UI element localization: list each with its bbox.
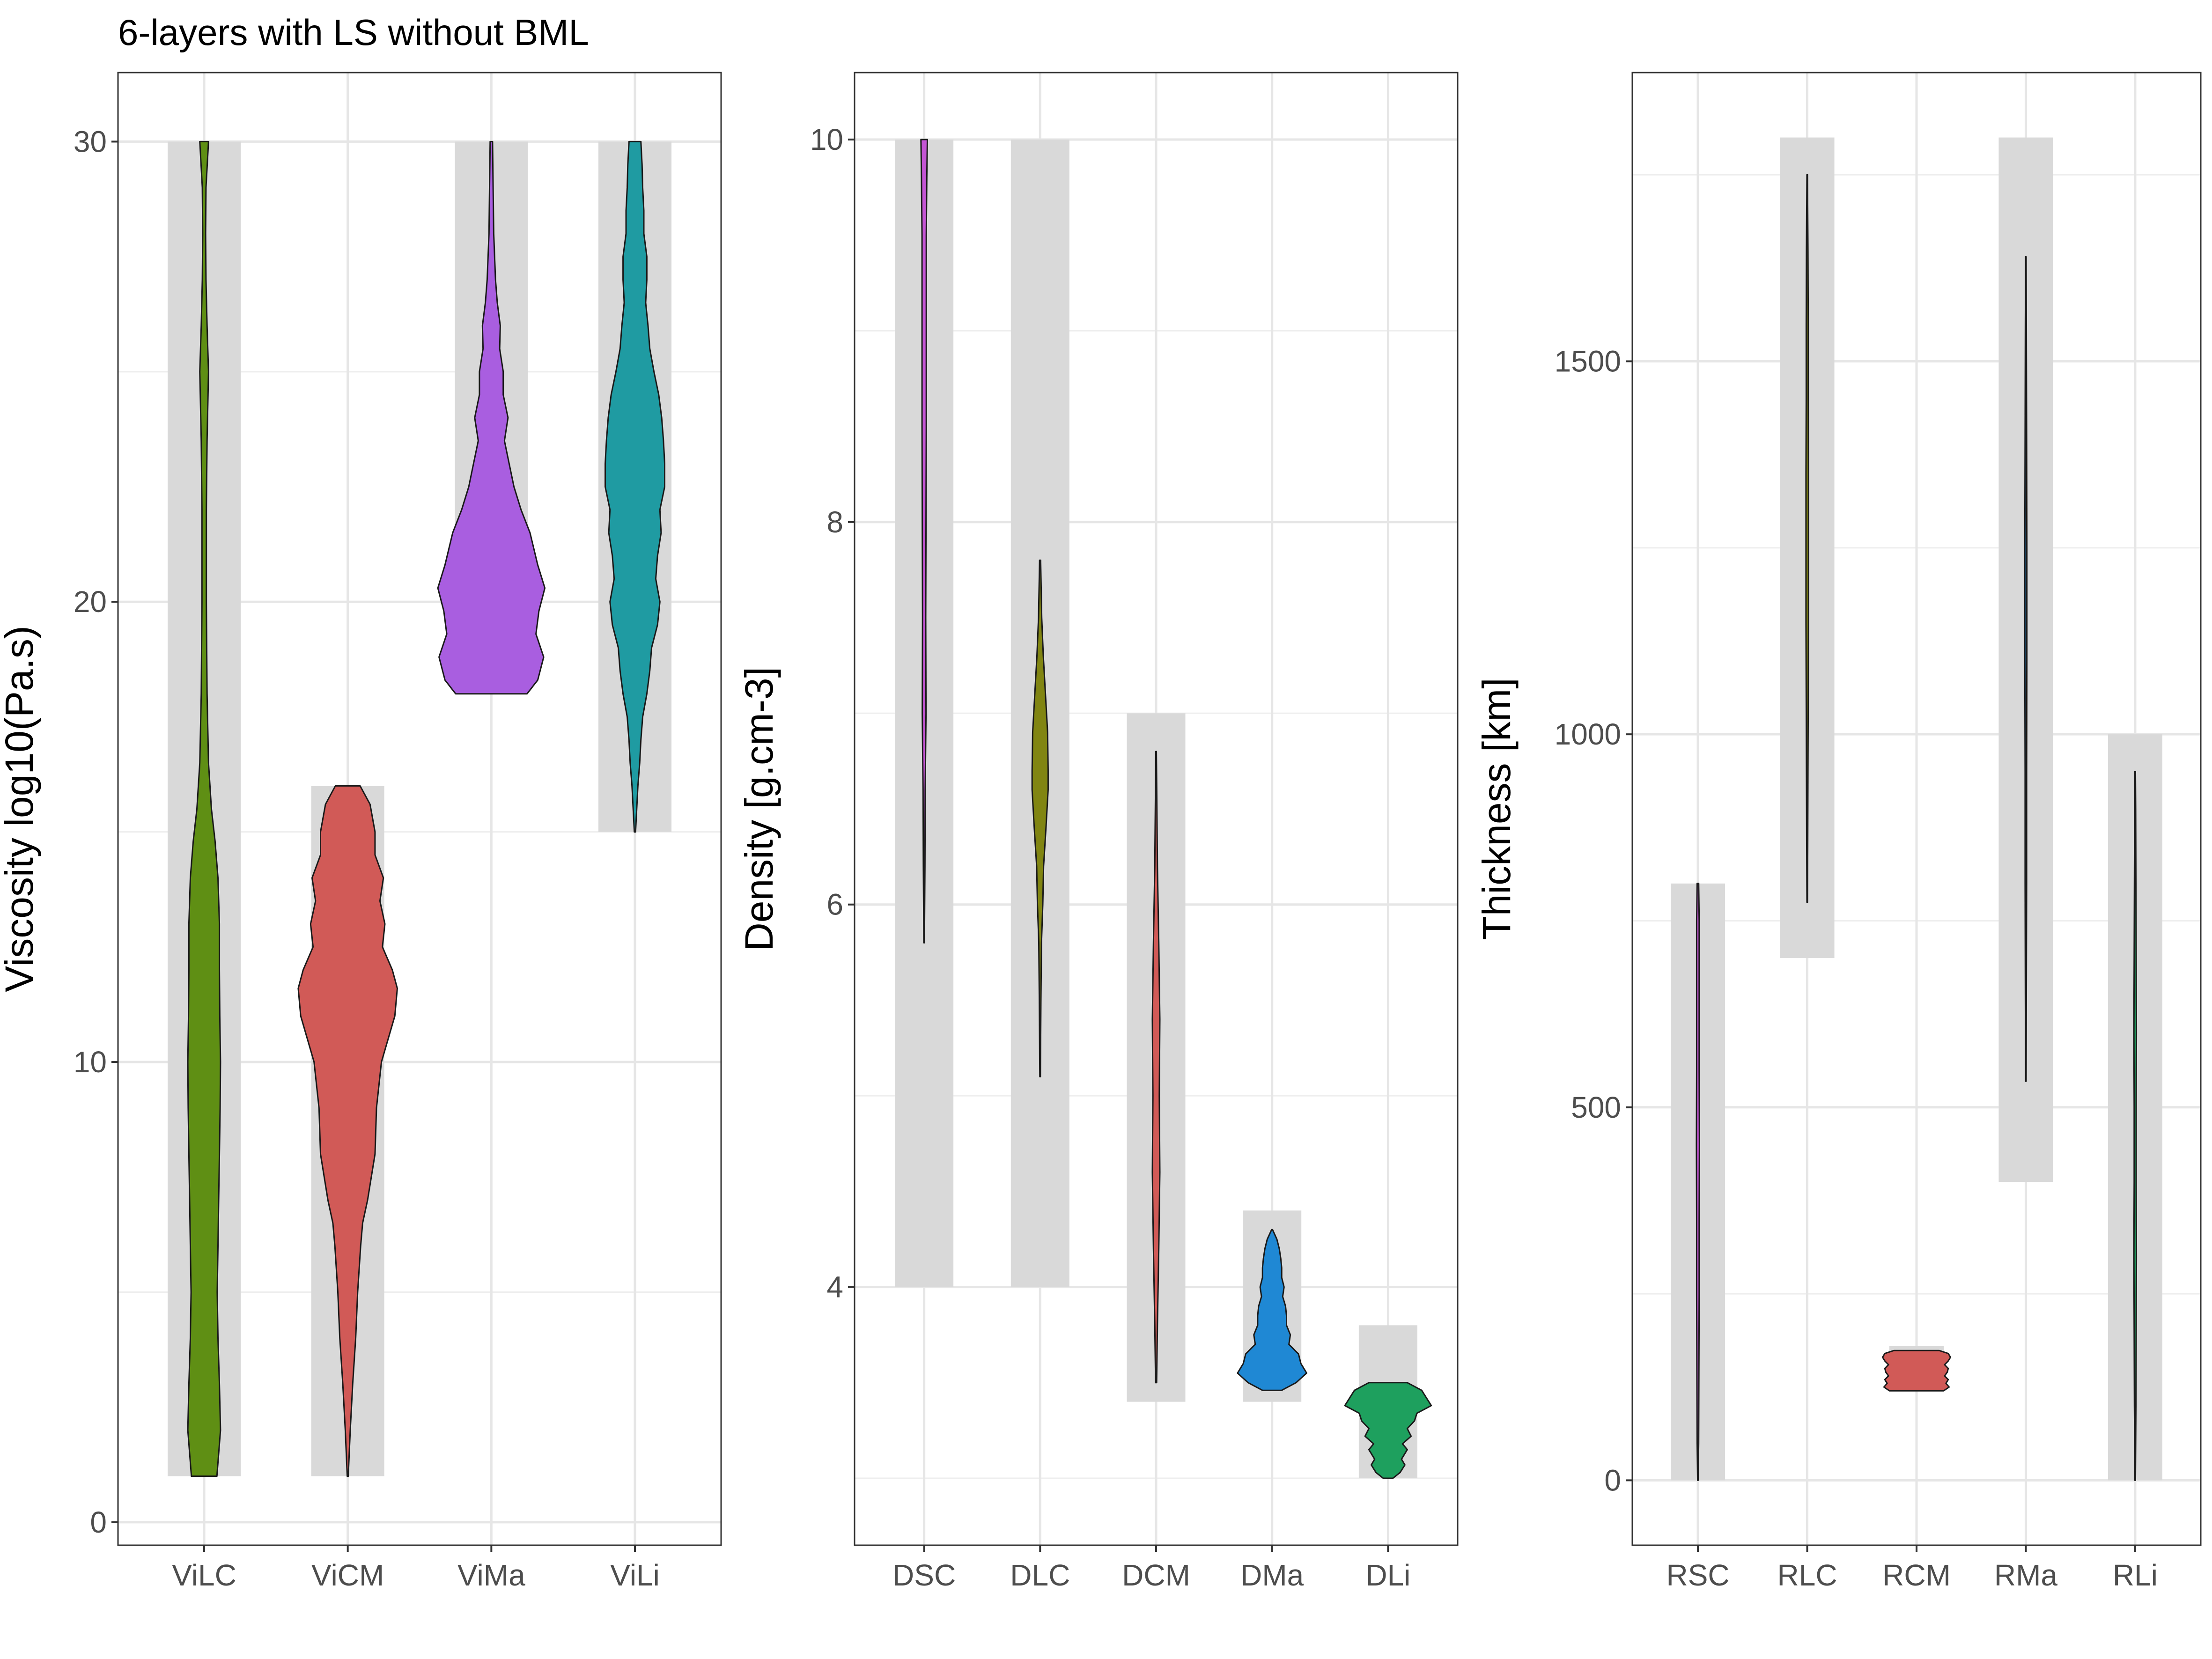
violin-ViCM	[297, 785, 398, 1477]
y-tick-label: 0	[90, 1505, 107, 1539]
x-tick-label: DSC	[892, 1558, 956, 1592]
x-tick-label: RSC	[1666, 1558, 1730, 1592]
violin-ViMa	[437, 140, 546, 695]
y-tick-label: 500	[1571, 1091, 1621, 1124]
x-tick-label: RMa	[1994, 1558, 2058, 1592]
x-tick-label: DLi	[1365, 1558, 1410, 1592]
x-tick-label: RCM	[1882, 1558, 1951, 1592]
y-tick-label: 8	[826, 505, 843, 539]
panel-border	[117, 72, 722, 1546]
violin-RLC	[1805, 174, 1809, 903]
violin-RMa	[2024, 256, 2028, 1082]
x-tick-label: ViLC	[172, 1558, 236, 1592]
violin-ViLC	[187, 140, 221, 1477]
y-axis-title: Viscosity log10(Pa.s)	[0, 626, 41, 992]
y-tick-label: 1500	[1555, 345, 1621, 378]
y-axis-title: Density [g.cm-3]	[737, 667, 781, 951]
x-tick-label: ViMa	[457, 1558, 525, 1592]
violin-RSC	[1696, 883, 1700, 1481]
figure-title: 6-layers with LS without BML	[118, 12, 589, 53]
viscosity-panel: 0 10 20 30 ViLC ViCM ViMa ViLi Viscosity log10(P…	[0, 72, 722, 1592]
x-tick-label: ViCM	[311, 1558, 384, 1592]
violin-DMa	[1237, 1229, 1307, 1391]
violin-DCM	[1151, 751, 1161, 1384]
thickness-panel: 0 500 1000 1500 RSC RLC RCM RMa RLi Thickness [km…	[1475, 72, 2202, 1592]
x-tick-label: DCM	[1122, 1558, 1190, 1592]
y-tick-label: 30	[74, 125, 107, 158]
y-tick-label: 4	[826, 1270, 843, 1304]
y-tick-label: 10	[810, 123, 843, 156]
y-tick-label: 1000	[1555, 717, 1621, 751]
violin-DLi	[1344, 1382, 1432, 1479]
x-tick-label: RLi	[2113, 1558, 2158, 1592]
violin-RCM	[1882, 1349, 1951, 1392]
violin-DSC	[920, 139, 928, 944]
y-tick-label: 10	[74, 1045, 107, 1079]
x-tick-label: ViLi	[610, 1558, 660, 1592]
x-tick-label: DLC	[1010, 1558, 1070, 1592]
violin-ViLi	[605, 140, 665, 833]
y-axis-title: Thickness [km]	[1475, 678, 1519, 940]
violin-DLC	[1031, 560, 1049, 1077]
density-panel: 4 6 8 10 DSC DLC DCM DMa DLi Density [g.cm-3]	[737, 72, 1459, 1592]
x-tick-label: DMa	[1240, 1558, 1304, 1592]
x-tick-label: RLC	[1777, 1558, 1837, 1592]
y-tick-label: 0	[1604, 1463, 1621, 1497]
violin-RLi	[2133, 771, 2138, 1481]
y-tick-label: 20	[74, 585, 107, 619]
y-tick-label: 6	[826, 888, 843, 922]
